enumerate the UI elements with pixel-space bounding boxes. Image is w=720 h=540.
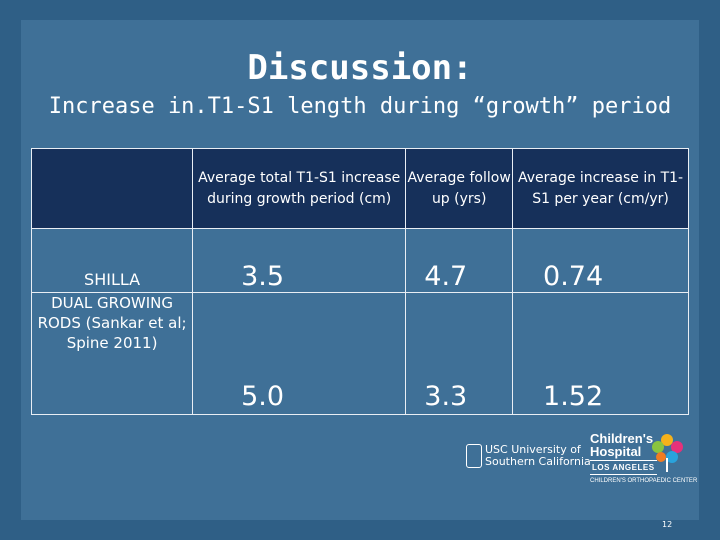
header-avg-follow-up: Average follow up (yrs): [405, 148, 514, 229]
usc-logo-line2: Southern California: [485, 455, 591, 468]
slide-title: Discussion:: [247, 48, 473, 88]
usc-seal-icon: [466, 444, 482, 468]
chla-logo: Children's Hospital LOS ANGELES CHILDREN…: [590, 432, 697, 485]
cell-value: 3.3: [405, 292, 514, 415]
slide-subtitle: Increase in.T1-S1 length during “growth”…: [48, 94, 672, 119]
usc-logo-line1: USC University of: [485, 443, 581, 456]
logos-area: USC University of Southern California Ch…: [462, 432, 698, 494]
header-avg-total-increase: Average total T1-S1 increase during grow…: [192, 148, 407, 229]
table-row: SHILLA 3.5 4.7 0.74: [30, 228, 689, 293]
header-avg-increase-per-year: Average increase in T1-S1 per year (cm/y…: [512, 148, 689, 229]
chla-logo-line4: CHILDREN'S ORTHOPAEDIC CENTER: [590, 478, 698, 484]
chla-logo-line2: Hospital: [590, 444, 642, 459]
row-label-dual-growing-rods: DUAL GROWING RODS (Sankar et al; Spine 2…: [30, 292, 194, 415]
usc-logo: USC University of Southern California: [466, 444, 591, 468]
cell-value: 5.0: [192, 292, 407, 415]
chla-logo-line1: Children's: [590, 431, 654, 446]
chla-logo-line3: LOS ANGELES: [590, 460, 657, 475]
cell-value: 4.7: [405, 228, 514, 293]
page-number: 12: [662, 520, 673, 529]
table-header-row: Average total T1-S1 increase during grow…: [30, 148, 689, 229]
cell-value: 0.74: [512, 228, 689, 293]
table-row: DUAL GROWING RODS (Sankar et al; Spine 2…: [30, 292, 689, 415]
comparison-table: Average total T1-S1 increase during grow…: [30, 148, 689, 415]
cell-value: 1.52: [512, 292, 689, 415]
flower-logo-icon: [652, 434, 683, 472]
cell-value: 3.5: [192, 228, 407, 293]
header-blank-cell: [30, 148, 194, 229]
row-label-shilla: SHILLA: [30, 228, 194, 293]
